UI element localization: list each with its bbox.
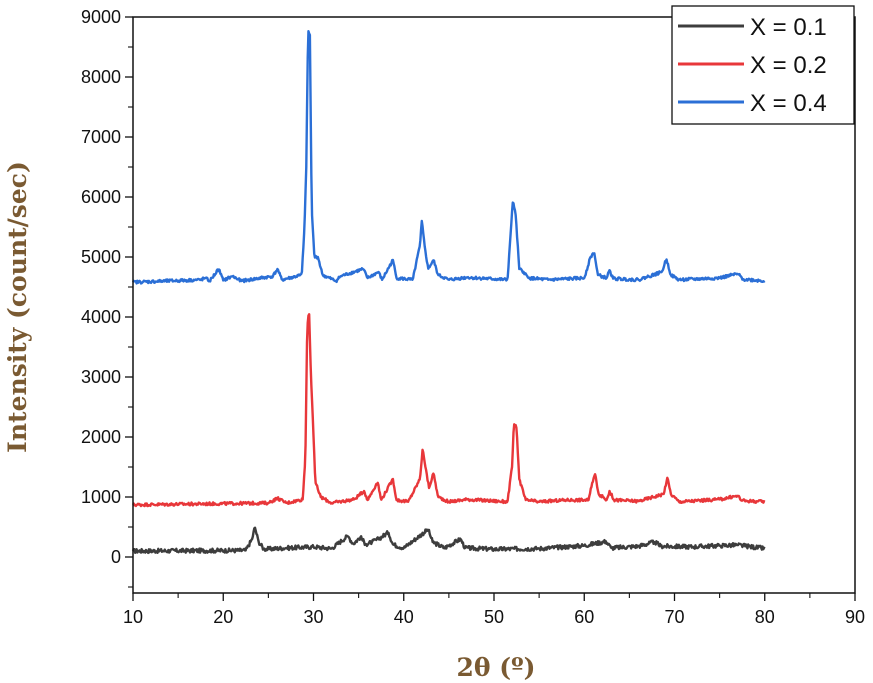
legend-label: X = 0.2 [750, 52, 827, 79]
y-tick-label: 9000 [81, 7, 121, 27]
series-line-3 [131, 29, 766, 285]
axes-layer: 10 20 30 40 50 60 70 80 90 0 1000 2000 3000 4000 5000 6… [81, 7, 865, 627]
y-tick-label: 2000 [81, 427, 121, 447]
x-tick-label: 10 [123, 607, 143, 627]
series-line-2 [131, 313, 766, 508]
y-tick-label: 0 [111, 547, 121, 567]
x-tick-label: 20 [213, 607, 233, 627]
x-tick-label: 60 [574, 607, 594, 627]
x-tick-label: 50 [484, 607, 504, 627]
y-tick-label: 4000 [81, 307, 121, 327]
x-tick-label: 90 [845, 607, 865, 627]
y-tick-label: 1000 [81, 487, 121, 507]
y-tick-label: 6000 [81, 187, 121, 207]
x-tick-label: 30 [303, 607, 323, 627]
x-tick-label: 80 [755, 607, 775, 627]
x-tick-label: 70 [664, 607, 684, 627]
y-tick-label: 7000 [81, 127, 121, 147]
y-tick-label: 3000 [81, 367, 121, 387]
x-axis-title: 2θ (º) [457, 653, 536, 682]
legend-label: X = 0.1 [750, 14, 827, 41]
y-axis-title: Intensity (count/sec) [3, 161, 32, 453]
series-layer [131, 29, 766, 555]
y-tick-label: 8000 [81, 67, 121, 87]
legend-label: X = 0.4 [750, 90, 827, 117]
series-line-1 [131, 526, 766, 555]
x-tick-label: 40 [394, 607, 414, 627]
legend[interactable]: X = 0.1 X = 0.2 X = 0.4 [671, 5, 855, 125]
y-tick-label: 5000 [81, 247, 121, 267]
